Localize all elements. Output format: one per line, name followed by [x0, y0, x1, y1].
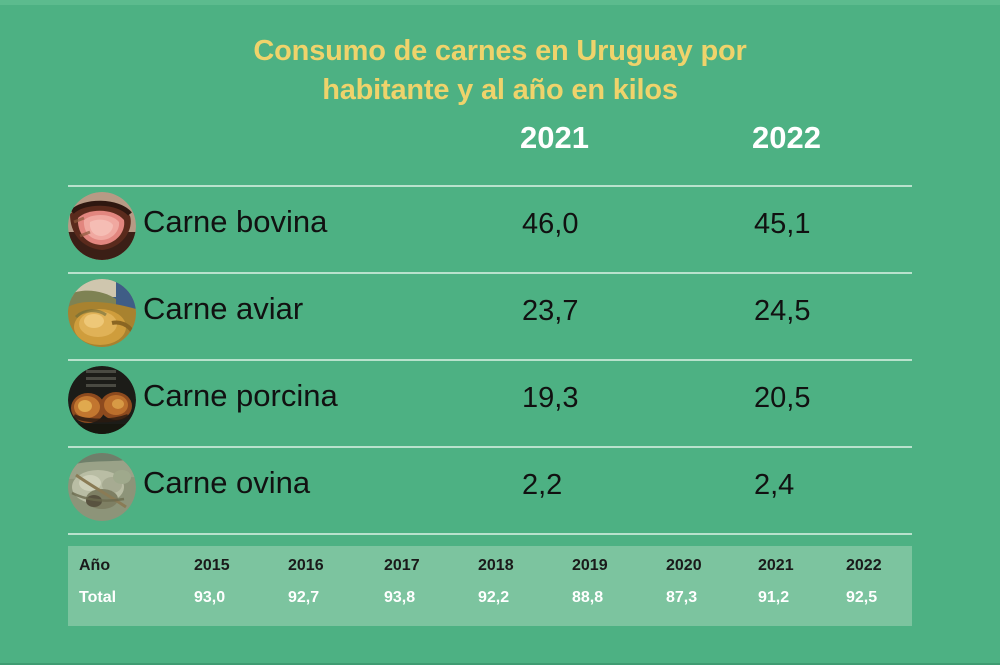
summary-header-row: Año 2015 2016 2017 2018 2019 2020 2021 2… [68, 557, 912, 589]
summary-year-2021: 2021 [758, 557, 794, 574]
row-label: Carne ovina [143, 465, 311, 500]
table-row: Carne ovina 2,2 2,4 [68, 449, 912, 533]
divider-row-1 [68, 272, 912, 274]
row-label: Carne porcina [143, 378, 338, 413]
summary-year-2015: 2015 [194, 557, 230, 574]
summary-year-2018: 2018 [478, 557, 514, 574]
table-row: Carne aviar 23,7 24,5 [68, 275, 912, 359]
table-row: Carne bovina 46,0 45,1 [68, 188, 912, 272]
row-value-2021: 46,0 [522, 208, 579, 240]
divider-under-header [68, 185, 912, 187]
row-value-2021: 19,3 [522, 382, 579, 414]
summary-total-2015: 93,0 [194, 589, 226, 606]
summary-total-2019: 88,8 [572, 589, 604, 606]
divider-row-2 [68, 359, 912, 361]
summary-total-2022: 92,5 [846, 589, 878, 606]
row-value-2022: 20,5 [754, 382, 811, 414]
summary-total-2018: 92,2 [478, 589, 510, 606]
beef-cut-photo-icon [68, 192, 136, 260]
row-value-2022: 24,5 [754, 295, 811, 327]
summary-total-2021: 91,2 [758, 589, 790, 606]
summary-year-2019: 2019 [572, 557, 608, 574]
row-label: Carne aviar [143, 291, 304, 326]
top-edge-band [0, 0, 1000, 5]
page-title: Consumo de carnes en Uruguay por habitan… [0, 32, 1000, 110]
divider-row-3 [68, 446, 912, 448]
summary-table: Año 2015 2016 2017 2018 2019 2020 2021 2… [68, 546, 912, 626]
page-title-line-1: Consumo de carnes en Uruguay por [253, 35, 747, 67]
bottom-edge-line [0, 663, 1000, 665]
column-header-2022: 2022 [752, 120, 821, 155]
table-header-row: 2021 2022 [68, 120, 912, 170]
summary-total-2020: 87,3 [666, 589, 698, 606]
summary-year-2020: 2020 [666, 557, 702, 574]
summary-year-2016: 2016 [288, 557, 324, 574]
summary-total-2016: 92,7 [288, 589, 320, 606]
summary-head-label: Año [79, 557, 111, 574]
grilled-pork-photo-icon [68, 366, 136, 434]
row-label: Carne bovina [143, 204, 328, 239]
row-value-2022: 45,1 [754, 208, 811, 240]
summary-total-2017: 93,8 [384, 589, 416, 606]
roast-chicken-photo-icon [68, 279, 136, 347]
column-header-2021: 2021 [520, 120, 589, 155]
summary-year-2022: 2022 [846, 557, 882, 574]
divider-row-4 [68, 533, 912, 535]
summary-total-label: Total [79, 589, 117, 606]
summary-year-2017: 2017 [384, 557, 420, 574]
sheep-photo-icon [68, 453, 136, 521]
summary-total-row: Total 93,0 92,7 93,8 92,2 88,8 87,3 91,2… [68, 589, 912, 621]
table-row: Carne porcina 19,3 20,5 [68, 362, 912, 446]
row-value-2021: 2,2 [522, 469, 563, 501]
row-value-2021: 23,7 [522, 295, 579, 327]
row-value-2022: 2,4 [754, 469, 795, 501]
page-title-line-2: habitante y al año en kilos [322, 74, 678, 107]
